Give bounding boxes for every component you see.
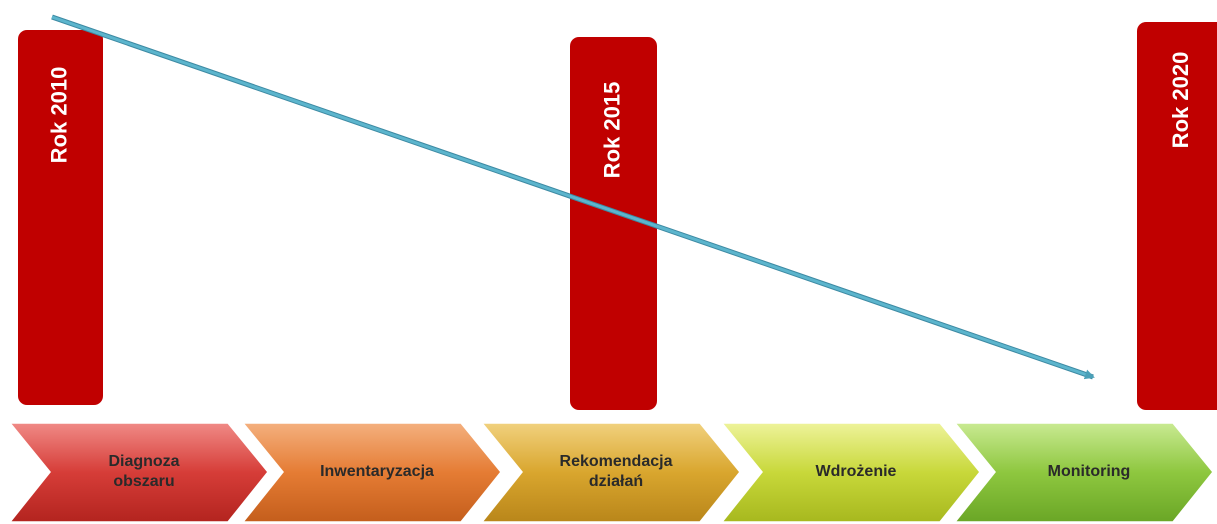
year-pillar	[570, 37, 657, 410]
trend-arrow-highlight	[51, 15, 1095, 380]
year-label: Rok 2015	[599, 82, 624, 179]
step-label: działań	[589, 473, 643, 490]
step-chevron	[8, 422, 269, 523]
step-chevron	[720, 422, 981, 523]
year-pillar	[18, 30, 103, 405]
year-label: Rok 2020	[1168, 52, 1193, 149]
step-label: Wdrożenie	[816, 463, 897, 480]
process-steps: Diagnoza obszaru Inwentaryzacja Rekomendacj…	[8, 422, 1214, 523]
year-pillars: Rok 2010 Rok 2015 Rok 2020	[18, 22, 1217, 410]
step-chevron	[953, 422, 1214, 523]
year-label: Rok 2010	[46, 67, 71, 164]
step-label: obszaru	[113, 473, 174, 490]
step-label: Inwentaryzacja	[320, 463, 434, 480]
step-chevron	[241, 422, 502, 523]
step-label: Monitoring	[1048, 463, 1131, 480]
step-label: Diagnoza	[108, 453, 179, 470]
step-label: Rekomendacja	[560, 453, 673, 470]
step-chevron	[480, 422, 741, 523]
year-pillar	[1137, 22, 1217, 410]
